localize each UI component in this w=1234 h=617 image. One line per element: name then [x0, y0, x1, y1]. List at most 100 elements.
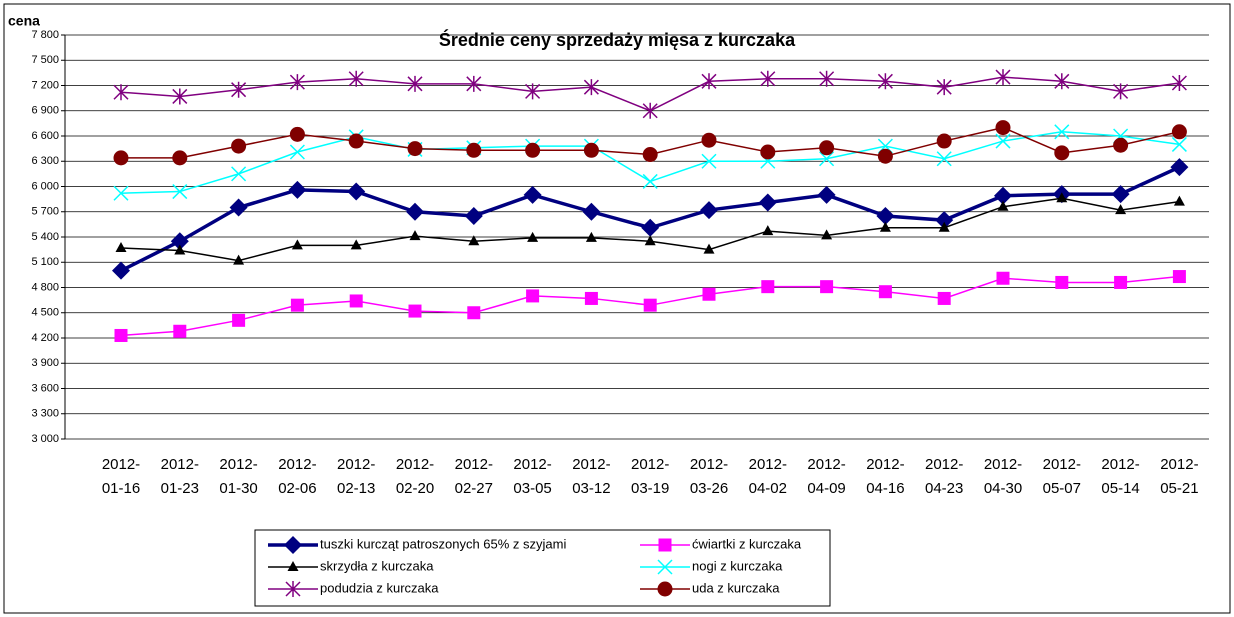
- marker: [289, 74, 305, 91]
- marker: [821, 229, 833, 240]
- marker: [114, 328, 128, 342]
- marker: [289, 144, 305, 160]
- marker: [407, 141, 423, 157]
- legend-label: nogi z kurczaka: [692, 558, 783, 573]
- marker: [582, 202, 601, 221]
- marker: [1111, 185, 1130, 204]
- marker: [115, 241, 127, 252]
- x-tick-label: 2012-02-13: [337, 456, 376, 497]
- x-tick-label: 2012-01-16: [101, 456, 141, 497]
- marker: [113, 185, 129, 201]
- marker: [231, 166, 247, 182]
- marker: [995, 69, 1011, 86]
- marker: [1113, 83, 1129, 100]
- y-tick-label: 3 300: [31, 408, 59, 420]
- y-tick-label: 4 500: [31, 307, 59, 319]
- chart-title: Średnie ceny sprzedaży mięsa z kurczaka: [439, 29, 796, 50]
- marker: [936, 151, 952, 167]
- x-tick-label: 2012-04-02: [748, 456, 787, 497]
- series: [113, 120, 1187, 166]
- legend-label: skrzydła z kurczaka: [320, 558, 434, 573]
- x-tick-label: 2012-04-23: [925, 456, 964, 497]
- marker: [644, 235, 656, 246]
- legend-marker: [285, 581, 301, 597]
- marker: [1172, 270, 1186, 284]
- marker: [288, 180, 307, 199]
- marker: [466, 75, 482, 92]
- series: [112, 158, 1189, 280]
- x-tick-label: 2012-01-23: [160, 456, 199, 497]
- marker: [231, 138, 247, 154]
- marker: [641, 218, 660, 237]
- y-tick-label: 5 400: [31, 231, 59, 243]
- x-tick-label: 2012-05-21: [1160, 456, 1199, 497]
- legend-label: tuszki kurcząt patroszonych 65% z szyjam…: [320, 536, 566, 551]
- marker: [525, 142, 541, 158]
- marker: [232, 313, 246, 327]
- marker: [876, 206, 895, 225]
- marker: [583, 79, 599, 96]
- marker: [1171, 74, 1187, 91]
- legend-marker: [657, 559, 673, 575]
- marker: [995, 133, 1011, 149]
- marker: [819, 140, 835, 156]
- x-tick-label: 2012-05-07: [1042, 456, 1081, 497]
- x-tick-label: 2012-03-19: [631, 456, 670, 497]
- y-tick-label: 3 600: [31, 382, 59, 394]
- marker: [347, 182, 366, 201]
- chart-frame: [3, 3, 1231, 614]
- marker: [406, 202, 424, 221]
- marker: [583, 142, 599, 158]
- legend-label: podudzia z kurczaka: [320, 580, 439, 595]
- y-tick-label: 6 900: [31, 105, 59, 117]
- marker: [995, 120, 1011, 136]
- marker: [761, 280, 775, 294]
- marker: [1114, 275, 1128, 289]
- y-tick-label: 4 200: [31, 332, 59, 344]
- marker: [527, 231, 539, 242]
- x-tick-label: 2012-04-30: [983, 456, 1023, 497]
- marker: [937, 291, 951, 305]
- marker: [170, 232, 189, 251]
- marker: [643, 298, 657, 312]
- marker: [642, 147, 658, 163]
- marker: [172, 150, 188, 166]
- marker: [172, 184, 188, 200]
- legend-marker: [658, 538, 672, 552]
- marker: [700, 201, 718, 220]
- marker: [877, 73, 893, 90]
- marker: [233, 254, 245, 265]
- marker: [1055, 275, 1069, 289]
- marker: [1173, 195, 1185, 206]
- marker: [1115, 204, 1127, 215]
- marker: [935, 211, 954, 230]
- marker: [1113, 137, 1129, 153]
- x-tick-label: 2012-02-27: [454, 456, 493, 497]
- legend-marker: [287, 561, 299, 571]
- marker: [348, 70, 364, 87]
- y-tick-label: 3 900: [31, 357, 59, 369]
- marker: [113, 150, 129, 166]
- marker: [1054, 124, 1070, 140]
- marker: [526, 289, 540, 303]
- x-tick-label: 2012-04-16: [866, 456, 905, 497]
- marker: [762, 225, 774, 236]
- marker: [468, 235, 480, 246]
- marker: [464, 206, 483, 225]
- marker: [701, 153, 717, 169]
- marker: [289, 126, 305, 142]
- marker: [1054, 73, 1070, 90]
- y-tick-label: 5 700: [31, 206, 59, 218]
- marker: [1054, 145, 1070, 161]
- marker: [172, 88, 188, 105]
- marker: [348, 133, 364, 149]
- marker: [938, 221, 950, 232]
- marker: [231, 81, 247, 98]
- marker: [760, 144, 776, 160]
- marker: [819, 151, 835, 167]
- marker: [290, 298, 304, 312]
- y-axis-label: cena: [8, 13, 40, 29]
- marker: [173, 324, 187, 338]
- marker: [407, 75, 423, 92]
